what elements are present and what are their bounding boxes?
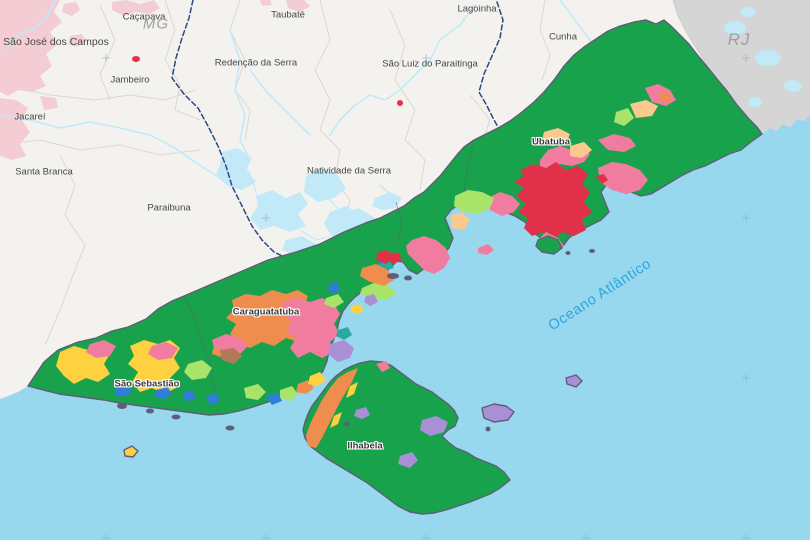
state-watermark-mg: MG <box>142 15 170 33</box>
state-rj <box>672 0 810 135</box>
ilhabela-island <box>302 360 511 515</box>
landuse-sao-sebastiao <box>56 334 326 405</box>
state-watermark-rj: RJ <box>727 30 751 49</box>
dashed-boundaries <box>171 0 504 259</box>
mainland-sp <box>0 0 810 399</box>
urban-red-dots <box>132 56 403 106</box>
rj-lakes <box>724 7 802 107</box>
landuse-caraguatatuba <box>212 250 396 362</box>
islets <box>117 235 595 458</box>
graticule-crosses <box>102 54 750 540</box>
rj-polygon <box>673 0 810 134</box>
urban-sprawl-areas <box>0 0 310 160</box>
